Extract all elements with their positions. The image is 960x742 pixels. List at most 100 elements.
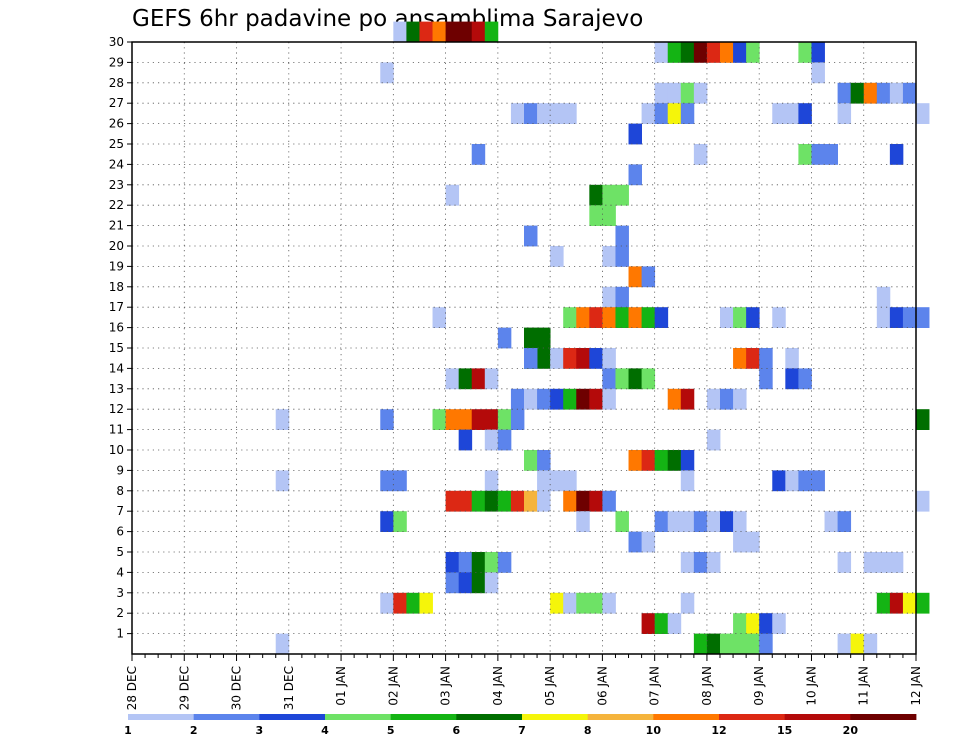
heatmap-cell xyxy=(720,511,734,532)
heatmap-cell xyxy=(537,103,551,124)
heatmap-cell xyxy=(706,633,721,655)
heatmap-cell xyxy=(916,409,930,430)
heatmap-cell xyxy=(537,450,551,471)
heatmap-cell xyxy=(380,511,394,532)
colorbar: 1 2 3 4 5 6 7 8 10 12 15 20 xyxy=(124,714,917,737)
heatmap-cell xyxy=(484,572,499,594)
heatmap-cell xyxy=(680,470,695,492)
y-axis: 1234567891011121314151617181920212223242… xyxy=(109,35,132,641)
heatmap-cell xyxy=(563,348,577,369)
heatmap-cell xyxy=(746,42,760,63)
heatmap-cell xyxy=(811,144,825,165)
heatmap-cell xyxy=(537,327,551,349)
heatmap-cell xyxy=(524,327,538,349)
y-tick-label: 1 xyxy=(116,627,124,641)
heatmap-cell xyxy=(811,62,825,84)
heatmap-cell xyxy=(863,552,878,573)
heatmap-cells xyxy=(275,21,930,655)
heatmap-cell xyxy=(275,409,290,430)
heatmap-cell xyxy=(602,592,616,614)
heatmap-cell xyxy=(641,368,656,390)
heatmap-cell xyxy=(471,572,486,594)
heatmap-cell xyxy=(563,470,577,492)
heatmap-cell xyxy=(497,429,512,451)
heatmap-cell xyxy=(693,633,708,655)
heatmap-cell xyxy=(576,490,590,512)
heatmap-cell xyxy=(589,592,603,614)
heatmap-cell xyxy=(759,348,773,369)
grid-lines xyxy=(132,42,916,654)
heatmap-cell xyxy=(680,103,695,124)
heatmap-cell xyxy=(680,592,695,614)
y-tick-label: 8 xyxy=(116,484,124,498)
heatmap-cell xyxy=(471,21,486,43)
heatmap-cell xyxy=(746,348,760,369)
heatmap-cell xyxy=(706,511,721,532)
heatmap-cell xyxy=(824,144,838,165)
heatmap-cell xyxy=(628,531,642,553)
heatmap-cell xyxy=(524,490,538,512)
heatmap-cell xyxy=(667,82,682,104)
x-tick-label: 28 DEC xyxy=(125,666,139,710)
heatmap-cell xyxy=(432,409,446,430)
heatmap-cell xyxy=(654,511,669,532)
colorbar-label: 15 xyxy=(777,724,792,737)
heatmap-cell xyxy=(772,307,786,328)
heatmap-cell xyxy=(902,307,917,328)
colorbar-swatch xyxy=(325,714,392,720)
heatmap-cell xyxy=(497,490,512,512)
y-tick-label: 21 xyxy=(109,219,124,233)
heatmap-cell xyxy=(902,592,917,614)
colorbar-label: 7 xyxy=(518,724,526,737)
heatmap-cell xyxy=(550,470,564,492)
y-tick-label: 11 xyxy=(109,423,124,437)
colorbar-label: 3 xyxy=(256,724,264,737)
heatmap-cell xyxy=(380,409,394,430)
heatmap-cell xyxy=(876,82,891,104)
heatmap-cell xyxy=(889,82,904,104)
heatmap-cell xyxy=(563,388,577,410)
heatmap-cell xyxy=(602,388,616,410)
heatmap-cell xyxy=(798,103,812,124)
heatmap-cell xyxy=(497,409,512,430)
heatmap-cell xyxy=(589,205,603,226)
heatmap-cell xyxy=(798,144,812,165)
heatmap-cell xyxy=(445,409,460,430)
x-tick-label: 05 JAN xyxy=(543,666,557,706)
heatmap-cell xyxy=(837,82,852,104)
heatmap-cell xyxy=(785,103,799,124)
y-tick-label: 17 xyxy=(109,300,124,314)
heatmap-cell xyxy=(615,184,629,206)
heatmap-cell xyxy=(733,613,747,634)
heatmap-cell xyxy=(654,42,669,63)
heatmap-cell xyxy=(785,348,799,369)
heatmap-cell xyxy=(837,511,852,532)
heatmap-cell xyxy=(445,184,460,206)
heatmap-cell xyxy=(876,307,891,328)
y-tick-label: 7 xyxy=(116,504,124,518)
heatmap-cell xyxy=(876,286,891,308)
heatmap-cell xyxy=(837,103,852,124)
heatmap-cell xyxy=(654,613,669,634)
heatmap-cell xyxy=(680,388,695,410)
heatmap-cell xyxy=(550,348,564,369)
heatmap-cell xyxy=(720,388,734,410)
heatmap-cell xyxy=(798,470,812,492)
heatmap-cell xyxy=(667,613,682,634)
colorbar-swatch xyxy=(587,714,654,720)
y-tick-label: 6 xyxy=(116,525,124,539)
heatmap-cell xyxy=(471,490,486,512)
heatmap-cell xyxy=(445,368,460,390)
heatmap-cell xyxy=(602,368,616,390)
heatmap-cell xyxy=(889,592,904,614)
heatmap-cell xyxy=(798,42,812,63)
colorbar-swatch xyxy=(850,714,917,720)
heatmap-cell xyxy=(916,103,930,124)
colorbar-label: 4 xyxy=(321,724,329,737)
heatmap-cell xyxy=(667,450,682,471)
heatmap-cell xyxy=(537,388,551,410)
heatmap-cell xyxy=(746,531,760,553)
x-tick-label: 09 JAN xyxy=(752,666,766,706)
y-tick-label: 3 xyxy=(116,586,124,600)
heatmap-cell xyxy=(667,388,682,410)
